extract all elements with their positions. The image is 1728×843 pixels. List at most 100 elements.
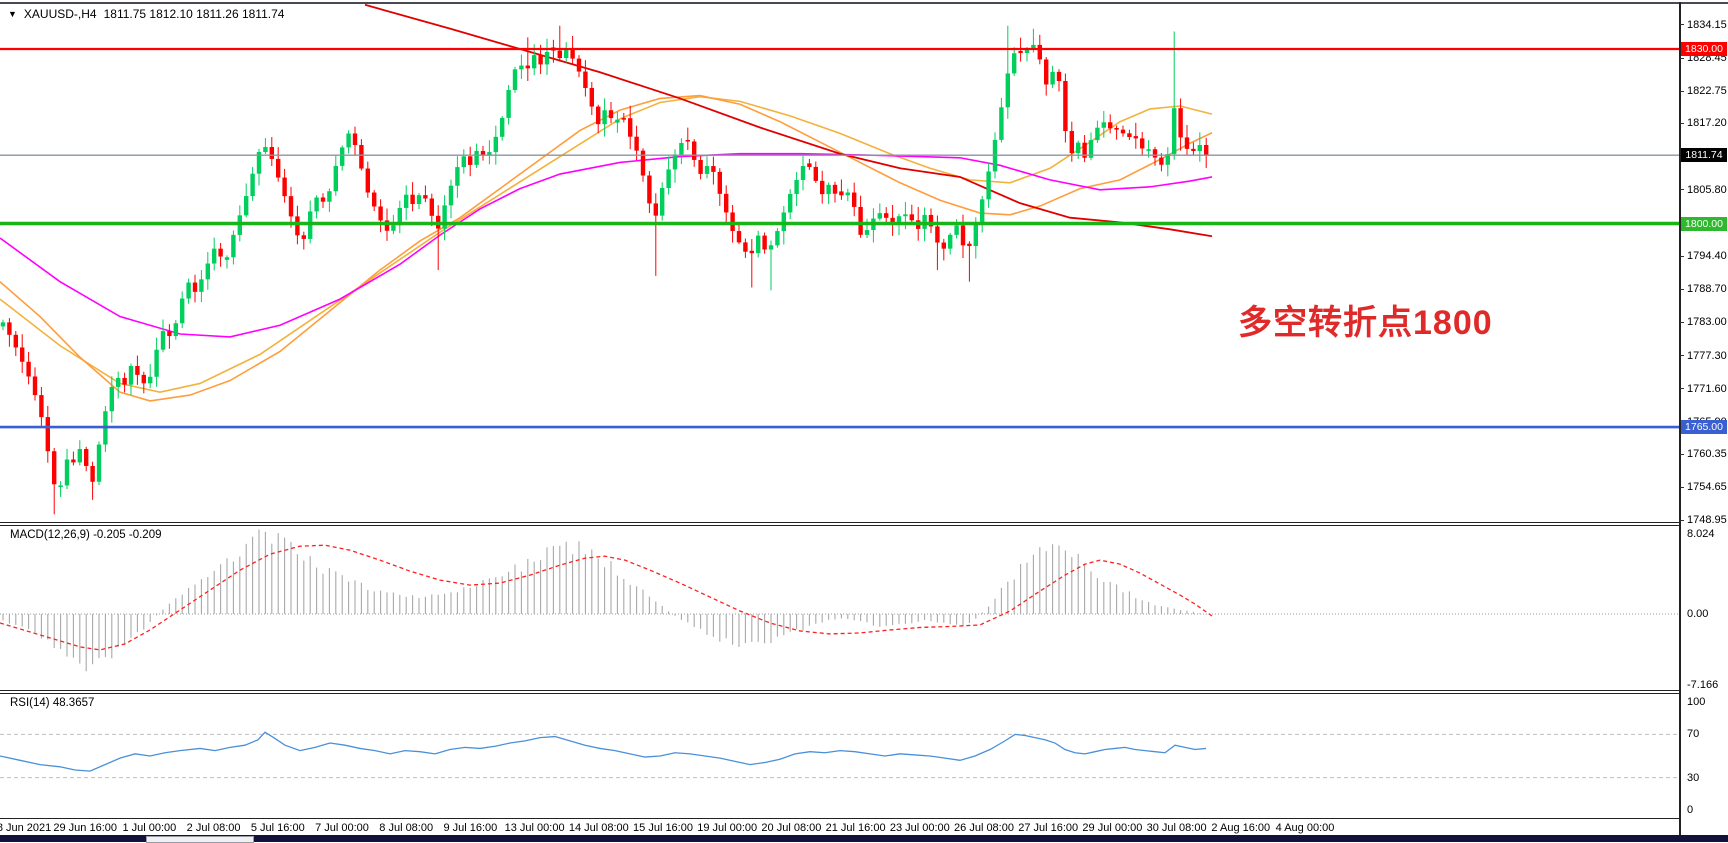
candle-body	[282, 177, 287, 197]
candle-body	[928, 214, 934, 227]
time-axis-label: 21 Jul 16:00	[825, 822, 886, 834]
candle-body	[794, 180, 799, 194]
rsi-scale-label: 30	[1687, 771, 1700, 784]
price-axis-tickmark	[1680, 453, 1684, 455]
rsi-panel[interactable]	[0, 694, 1679, 818]
candle-body	[71, 459, 76, 463]
price-axis-tickmark	[1680, 24, 1684, 26]
candle-body	[13, 334, 18, 348]
price-axis-label: 1777.30	[1687, 349, 1727, 362]
candle-body	[980, 199, 985, 223]
chart-right-border	[1679, 2, 1681, 836]
time-axis[interactable]	[0, 819, 1679, 836]
chinese-annotation-text: 多空转折点1800	[1238, 304, 1493, 342]
candle-body	[295, 216, 300, 236]
candle-body	[468, 156, 473, 165]
candle-body	[1037, 44, 1042, 60]
candle-body	[0, 322, 6, 327]
candle-body	[199, 279, 204, 292]
candle-body	[448, 185, 454, 206]
candle-body	[724, 193, 729, 213]
candle-body	[288, 196, 294, 217]
candle-body	[90, 465, 95, 482]
candle-body	[314, 197, 319, 212]
candle-body	[180, 298, 185, 324]
candle-body	[320, 197, 326, 202]
time-axis-label: 1 Jul 00:00	[122, 822, 177, 834]
candle-body	[506, 90, 511, 118]
macd-signal-line	[0, 544, 1213, 651]
candle-body	[608, 110, 614, 119]
candle-body	[212, 248, 217, 264]
time-axis-label: 2 Aug 16:00	[1211, 822, 1271, 834]
candle-body	[653, 203, 658, 216]
candle-body	[58, 485, 63, 488]
time-axis-label: 7 Jul 00:00	[315, 822, 369, 834]
candle-body	[519, 65, 524, 70]
macd-panel[interactable]	[0, 526, 1679, 690]
time-axis-label: 29 Jun 16:00	[53, 822, 117, 834]
candle-body	[192, 282, 198, 292]
candle-body	[1044, 59, 1049, 85]
candle-body	[954, 225, 959, 235]
time-axis-label: 2 Jul 08:00	[186, 822, 241, 834]
candle-body	[717, 171, 722, 194]
time-axis-label: 27 Jul 16:00	[1018, 822, 1079, 834]
candle-body	[621, 118, 626, 120]
price-chart-panel[interactable]	[0, 3, 1679, 522]
candle-body	[596, 106, 601, 125]
candle-body	[1191, 148, 1196, 151]
candle-body	[544, 51, 550, 65]
price-axis-label: 1788.70	[1687, 283, 1727, 296]
macd-indicator-label: MACD(12,26,9) -0.205 -0.209	[10, 529, 162, 541]
symbol-dropdown-arrow[interactable]: ▼	[8, 8, 17, 19]
candle-body	[570, 49, 575, 59]
candle-body	[583, 71, 588, 88]
candle-body	[941, 242, 946, 249]
candle-body	[276, 158, 281, 178]
horizontal-scrollbar-track[interactable]	[0, 835, 1728, 842]
candle-body	[743, 242, 748, 252]
macd-scale-label: -7.166	[1687, 679, 1719, 692]
price-axis-label: 1771.60	[1687, 382, 1727, 395]
candle-body	[148, 376, 153, 384]
time-axis-label: 26 Jul 08:00	[954, 822, 1014, 834]
candle-body	[96, 444, 102, 482]
time-axis-label: 15 Jul 16:00	[633, 822, 693, 834]
window-top-border	[0, 2, 1728, 4]
candle-body	[365, 168, 370, 193]
moving-average-red	[364, 3, 1213, 238]
candle-body	[391, 225, 396, 231]
price-badge-1800.00: 1800.00	[1681, 216, 1727, 231]
candle-body	[602, 110, 607, 125]
candle-body	[64, 459, 70, 486]
candle-body	[1127, 133, 1132, 138]
price-badge-1765.00: 1765.00	[1681, 420, 1727, 435]
candle-body	[557, 50, 562, 59]
candle-body	[576, 58, 582, 72]
candle-body	[52, 451, 57, 485]
price-axis-label: 1783.00	[1687, 316, 1727, 329]
candle-body	[493, 136, 498, 153]
candle-body	[1005, 73, 1010, 108]
candle-body	[589, 87, 594, 107]
candle-body	[768, 245, 774, 250]
candle-body	[1031, 44, 1036, 49]
candle-body	[7, 322, 12, 335]
candle-body	[1204, 145, 1209, 156]
candle-body	[628, 118, 633, 137]
ohlc-values-label: 1811.75 1812.10 1811.26 1811.74	[103, 7, 285, 21]
price-axis[interactable]	[1681, 4, 1728, 835]
candle-body	[1133, 136, 1138, 139]
price-axis-label: 1748.95	[1687, 514, 1727, 527]
chart-title: ▼ XAUUSD-,H4 1811.75 1812.10 1811.26 181…	[8, 7, 284, 21]
panel-separator	[0, 818, 1679, 819]
candle-body	[903, 214, 908, 217]
candle-body	[1114, 127, 1119, 130]
candle-body	[640, 150, 646, 176]
candle-body	[852, 192, 857, 207]
time-axis-label: 28 Jun 2021	[0, 822, 52, 834]
time-axis-label: 20 Jul 08:00	[761, 822, 822, 834]
candle-body	[948, 234, 953, 249]
panel-separator	[0, 693, 1679, 694]
